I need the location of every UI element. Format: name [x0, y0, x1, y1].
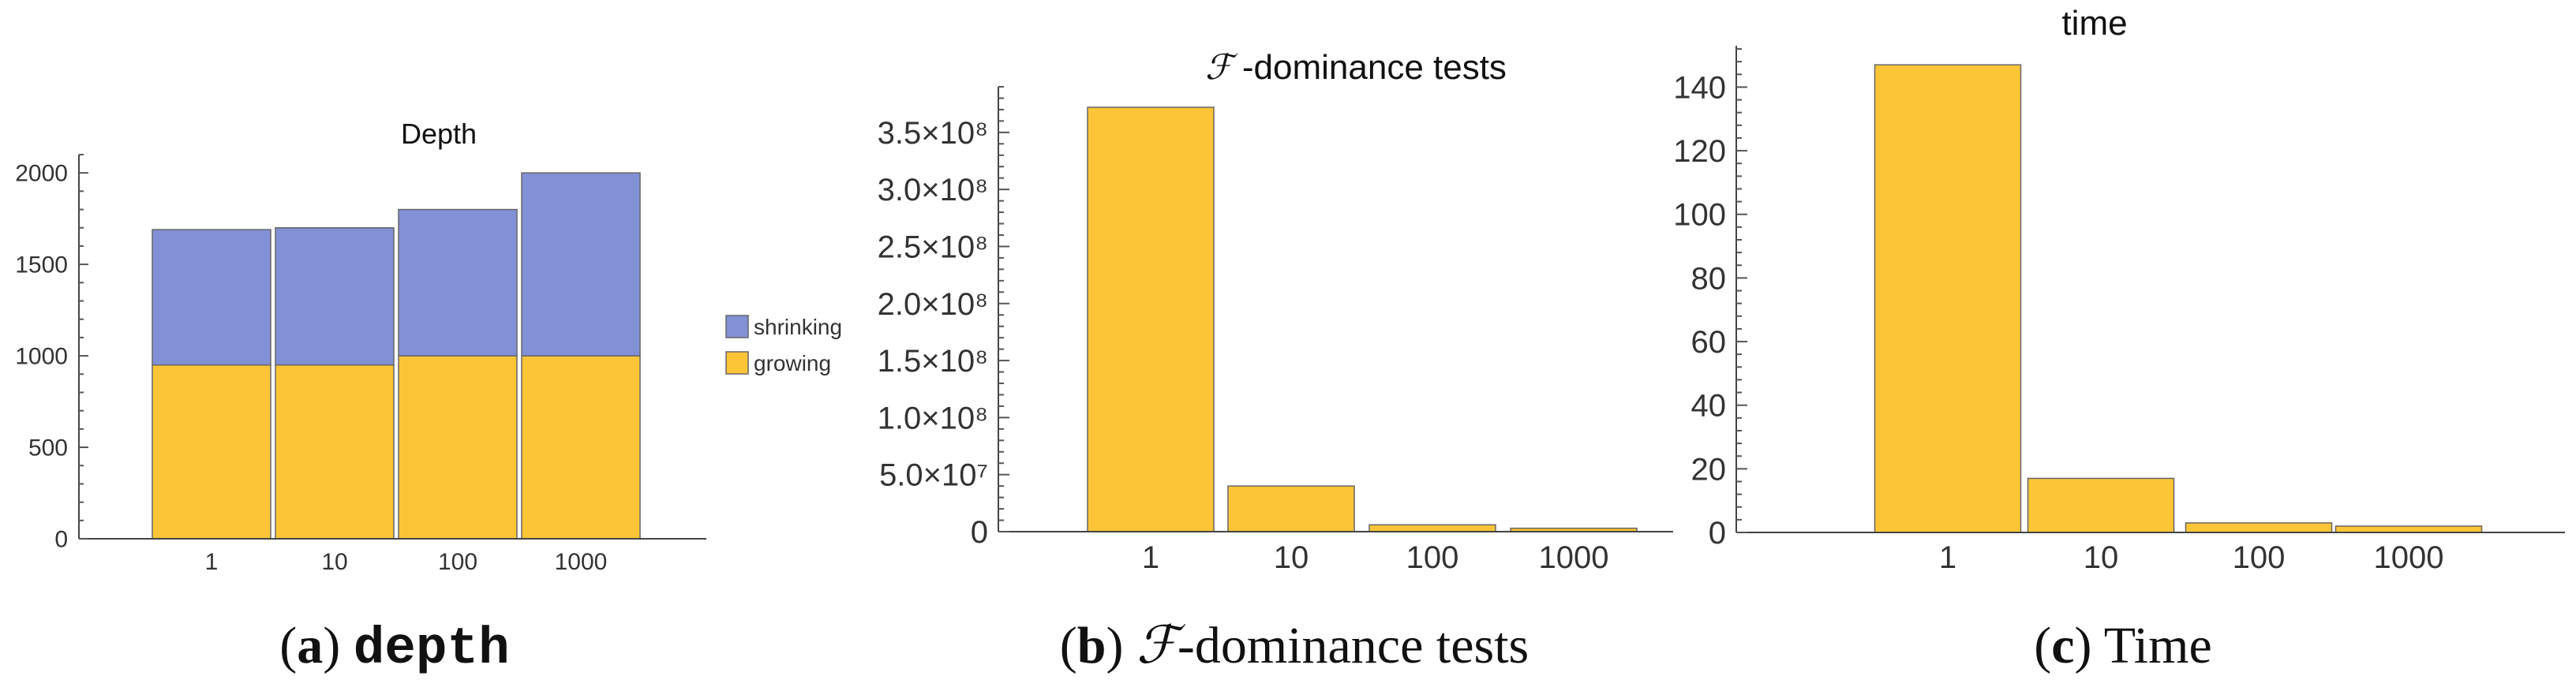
depth-x-tick-labels: 1 10 100 1000 — [205, 549, 608, 575]
panel-dominance: ℱ -dominance tests 0 5.0×10⁷ 1.0×10⁸ 1.5×10… — [878, 47, 1673, 674]
depth-y-ticks: 0 500 1000 1500 2000 — [15, 154, 88, 553]
time-bar-100 — [2185, 522, 2333, 533]
time-bar-1 — [1874, 64, 2022, 533]
depth-x-tick-label: 10 — [321, 549, 347, 575]
depth-bars — [152, 172, 641, 540]
dominance-y-tick-label: 3.5×10⁸ — [878, 116, 988, 151]
dominance-bar-100 — [1368, 524, 1496, 532]
legend-swatch-shrinking — [725, 315, 749, 338]
time-y-tick-label: 20 — [1691, 452, 1727, 487]
dominance-bars — [1087, 106, 1638, 532]
dominance-x-tick-label: 10 — [1274, 540, 1309, 575]
dominance-caption: (b) ℱ-dominance tests — [1060, 617, 1529, 674]
depth-chart-title: Depth — [401, 118, 477, 150]
time-y-tick-label: 80 — [1691, 261, 1727, 296]
time-chart-title: time — [2061, 4, 2127, 43]
depth-bar-growing-100 — [398, 355, 518, 540]
depth-x-tick-label: 100 — [438, 549, 477, 575]
depth-y-tick-label: 0 — [54, 527, 68, 553]
dominance-x-tick-label: 1 — [1142, 540, 1159, 575]
dominance-y-ticks: 0 5.0×10⁷ 1.0×10⁸ 1.5×10⁸ 2.0×10⁸ 2.5×10⁸ 3.0×… — [878, 86, 1009, 550]
depth-x-tick-label: 1000 — [555, 549, 608, 575]
dominance-x-tick-labels: 1 10 100 1000 — [1142, 540, 1609, 575]
depth-bar-growing-10 — [275, 364, 395, 540]
dominance-chart-title: ℱ -dominance tests — [1205, 47, 1507, 88]
panel-time: time 0 20 40 60 80 100 120 140 1 10 100 1000 (c… — [1673, 4, 2565, 674]
time-y-tick-label: 40 — [1691, 389, 1727, 424]
panel-depth: Depth 0 500 1000 1500 2000 1 10 100 1000 shr… — [15, 118, 842, 678]
dominance-y-tick-label: 5.0×10⁷ — [879, 458, 988, 493]
dominance-y-tick-label: 1.5×10⁸ — [878, 344, 988, 379]
dominance-x-tick-label: 1000 — [1539, 540, 1609, 575]
depth-y-tick-label: 1000 — [15, 344, 68, 370]
dominance-y-tick-label: 1.0×10⁸ — [878, 401, 988, 435]
dominance-y-tick-label: 2.5×10⁸ — [878, 230, 988, 264]
time-y-tick-label: 0 — [1709, 516, 1726, 551]
depth-bar-growing-1 — [152, 364, 271, 540]
depth-caption: (a) depth — [279, 617, 510, 678]
time-bar-1000 — [2334, 525, 2483, 533]
dominance-bar-1 — [1087, 106, 1215, 532]
dominance-y-tick-label: 2.0×10⁸ — [878, 287, 988, 322]
depth-bar-shrinking-10 — [275, 227, 395, 366]
dominance-y-tick-label: 3.0×10⁸ — [878, 173, 988, 207]
time-caption: (c) Time — [2034, 617, 2212, 674]
legend-label-shrinking: shrinking — [754, 315, 842, 339]
time-x-tick-label: 1 — [1939, 540, 1956, 575]
dominance-x-tick-label: 100 — [1406, 540, 1459, 575]
depth-bar-shrinking-100 — [398, 208, 518, 357]
time-x-tick-label: 1000 — [2374, 540, 2444, 575]
depth-bar-growing-1000 — [521, 355, 641, 540]
legend-swatch-growing — [725, 351, 749, 375]
depth-bar-shrinking-1 — [152, 229, 271, 366]
depth-y-tick-label: 500 — [28, 435, 68, 461]
time-x-tick-label: 100 — [2233, 540, 2286, 575]
time-y-tick-label: 140 — [1673, 70, 1726, 105]
depth-y-tick-label: 2000 — [15, 161, 68, 187]
depth-x-tick-label: 1 — [205, 549, 219, 575]
depth-legend: shrinking growing — [725, 315, 842, 375]
time-x-tick-labels: 1 10 100 1000 — [1939, 540, 2444, 575]
depth-y-tick-label: 1500 — [15, 252, 68, 278]
dominance-y-tick-label: 0 — [971, 515, 988, 550]
legend-label-growing: growing — [754, 351, 831, 375]
time-bar-10 — [2027, 477, 2175, 533]
dominance-bar-10 — [1227, 485, 1355, 532]
time-y-tick-label: 120 — [1673, 134, 1726, 169]
time-y-tick-label: 100 — [1673, 198, 1726, 233]
time-bars — [1874, 64, 2483, 533]
time-y-ticks: 0 20 40 60 80 100 120 140 — [1673, 48, 1747, 551]
time-y-tick-label: 60 — [1691, 325, 1727, 360]
time-x-tick-label: 10 — [2084, 540, 2119, 575]
depth-bar-shrinking-1000 — [521, 172, 641, 357]
